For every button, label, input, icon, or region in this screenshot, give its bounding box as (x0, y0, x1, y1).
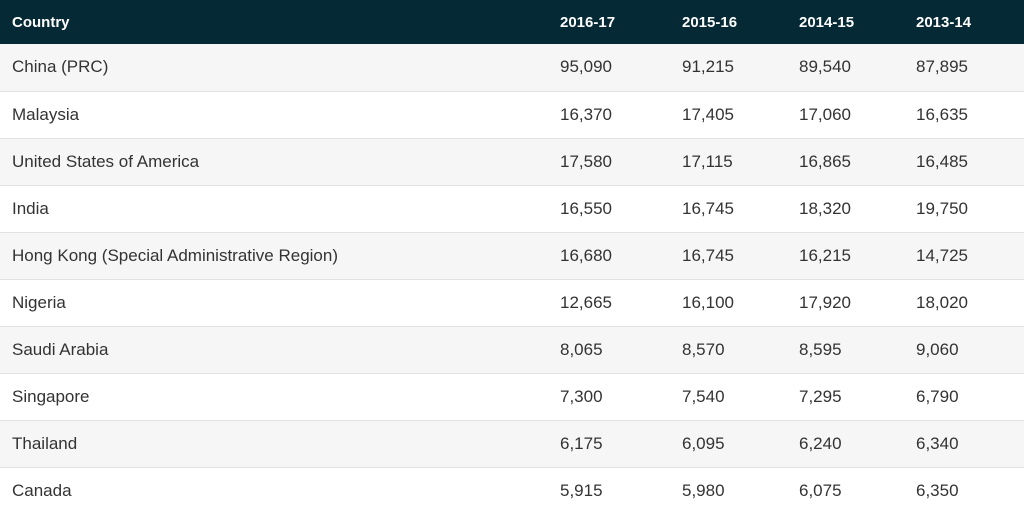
value-cell: 12,665 (560, 292, 612, 312)
value-cell: 6,095 (682, 433, 725, 453)
country-cell: Nigeria (12, 292, 66, 312)
value-cell: 7,300 (560, 386, 603, 406)
header-row: Country 2016-17 2015-16 2014-15 2013-14 (0, 0, 1024, 44)
value-cell: 16,100 (682, 292, 734, 312)
value-cell: 5,915 (560, 480, 603, 500)
value-cell: 8,570 (682, 339, 725, 359)
country-cell: Singapore (12, 386, 90, 406)
value-cell: 9,060 (916, 339, 959, 359)
table-row: Canada 5,915 5,980 6,075 6,350 (0, 467, 1024, 514)
table-row: Thailand 6,175 6,095 6,240 6,340 (0, 420, 1024, 467)
value-cell: 16,370 (560, 104, 612, 124)
country-cell: Saudi Arabia (12, 339, 109, 359)
country-data-table: Country 2016-17 2015-16 2014-15 2013-14 … (0, 0, 1024, 514)
value-cell: 89,540 (799, 57, 851, 77)
value-cell: 7,540 (682, 386, 725, 406)
value-cell: 18,020 (916, 292, 968, 312)
table-row: United States of America 17,580 17,115 1… (0, 138, 1024, 185)
table-body: China (PRC) 95,090 91,215 89,540 87,895 … (0, 44, 1024, 514)
table-row: Nigeria 12,665 16,100 17,920 18,020 (0, 279, 1024, 326)
value-cell: 6,240 (799, 433, 842, 453)
value-cell: 6,350 (916, 480, 959, 500)
value-cell: 16,215 (799, 245, 851, 265)
country-cell: China (PRC) (12, 57, 109, 77)
value-cell: 8,065 (560, 339, 603, 359)
table-row: Malaysia 16,370 17,405 17,060 16,635 (0, 91, 1024, 138)
table-row: Hong Kong (Special Administrative Region… (0, 232, 1024, 279)
value-cell: 5,980 (682, 480, 725, 500)
table-header: Country 2016-17 2015-16 2014-15 2013-14 (0, 0, 1024, 44)
country-cell: Hong Kong (Special Administrative Region… (12, 245, 339, 265)
table-row: Singapore 7,300 7,540 7,295 6,790 (0, 373, 1024, 420)
value-cell: 18,320 (799, 198, 851, 218)
value-cell: 8,595 (799, 339, 842, 359)
value-cell: 14,725 (916, 245, 968, 265)
country-cell: Thailand (12, 433, 78, 453)
value-cell: 87,895 (916, 57, 968, 77)
value-cell: 17,920 (799, 292, 851, 312)
value-cell: 6,075 (799, 480, 842, 500)
header-2014-15[interactable]: 2014-15 (799, 13, 855, 31)
country-cell: Canada (12, 480, 72, 500)
value-cell: 16,745 (682, 198, 734, 218)
header-2016-17[interactable]: 2016-17 (560, 13, 616, 31)
value-cell: 6,175 (560, 433, 603, 453)
value-cell: 91,215 (682, 57, 734, 77)
value-cell: 17,405 (682, 104, 734, 124)
table-row: Saudi Arabia 8,065 8,570 8,595 9,060 (0, 326, 1024, 373)
header-2013-14[interactable]: 2013-14 (916, 13, 972, 31)
value-cell: 16,485 (916, 151, 968, 171)
value-cell: 16,680 (560, 245, 612, 265)
country-cell: Malaysia (12, 104, 80, 124)
value-cell: 16,635 (916, 104, 968, 124)
value-cell: 17,060 (799, 104, 851, 124)
country-cell: United States of America (12, 151, 200, 171)
value-cell: 17,115 (682, 151, 733, 171)
value-cell: 16,550 (560, 198, 612, 218)
value-cell: 7,295 (799, 386, 842, 406)
value-cell: 17,580 (560, 151, 612, 171)
value-cell: 6,340 (916, 433, 959, 453)
header-country[interactable]: Country (12, 13, 70, 31)
value-cell: 19,750 (916, 198, 968, 218)
value-cell: 95,090 (560, 57, 612, 77)
value-cell: 6,790 (916, 386, 959, 406)
table-row: China (PRC) 95,090 91,215 89,540 87,895 (0, 44, 1024, 91)
value-cell: 16,865 (799, 151, 851, 171)
table-row: India 16,550 16,745 18,320 19,750 (0, 185, 1024, 232)
header-2015-16[interactable]: 2015-16 (682, 13, 738, 31)
country-cell: India (12, 198, 49, 218)
value-cell: 16,745 (682, 245, 734, 265)
